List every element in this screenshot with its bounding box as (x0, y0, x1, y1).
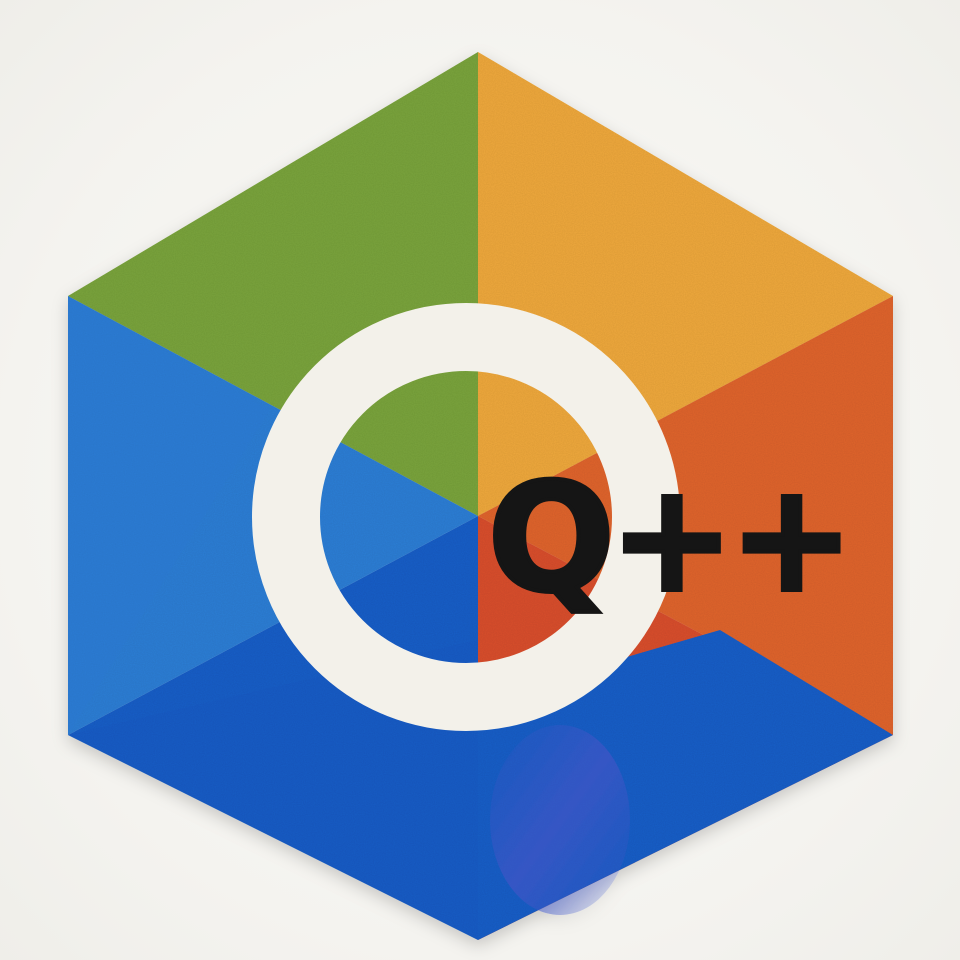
orange-segment (478, 296, 893, 735)
paint-smudge (490, 725, 630, 915)
white-ring (252, 303, 680, 731)
left-shade (68, 296, 270, 735)
logo-text: Q++ (488, 452, 849, 626)
bottom-shade (68, 640, 478, 940)
